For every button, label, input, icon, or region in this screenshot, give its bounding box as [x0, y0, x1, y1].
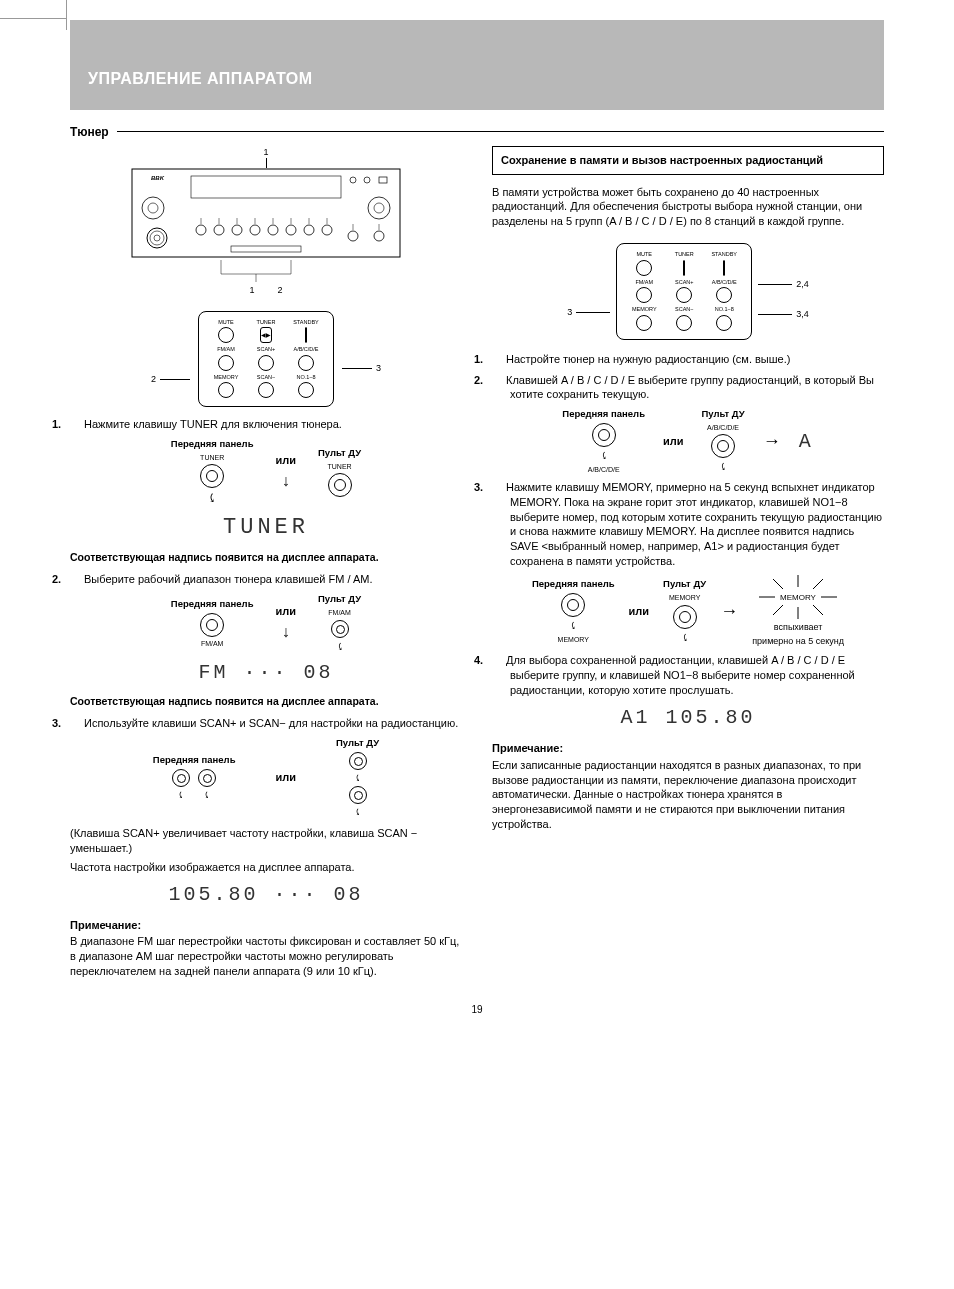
flash-indicator: MEMORY вспыхивает примерно на 5 секунд — [752, 575, 844, 647]
rcallout-rb: 3,4 — [796, 308, 809, 320]
svg-line-40 — [813, 579, 823, 589]
right-step4: 4.Для выбора сохраненной радиостанции, к… — [510, 653, 884, 698]
sub-section-title: Сохранение в памяти и вызов настроенных … — [492, 146, 884, 175]
fig3-row: Передняя панель ⤹ ⤹ или Пульт ДУ ⤹ ⤹ — [70, 737, 462, 818]
right-step1: 1.Настройте тюнер на нужную радиостанцию… — [510, 352, 884, 367]
svg-rect-2 — [191, 176, 341, 198]
section-head: Тюнер — [70, 124, 884, 140]
callout-line — [266, 158, 267, 168]
fmam-knob-icon — [200, 613, 224, 637]
scan-minus-icon — [172, 769, 190, 787]
left-column: 1 BBK — [70, 146, 462, 979]
remote-diagram-left: MUTE TUNER◀▶ STANDBY FM/AM SCAN+ A/B/C/D… — [198, 311, 334, 408]
svg-line-38 — [773, 579, 783, 589]
front-panel-figure: 1 BBK — [126, 146, 406, 297]
two-columns: 1 BBK — [70, 146, 884, 979]
tuner-knob-icon — [200, 464, 224, 488]
caption2: Соответствующая надпись появится на дисп… — [70, 694, 462, 708]
right-step2: 2.Клавишей A / B / C / D / E выберите гр… — [510, 373, 884, 403]
left-step3: 3.Используйте клавиши SCAN+ и SCAN− для … — [88, 716, 462, 731]
right-remote-figure: 3 MUTE TUNER STANDBY FM/AM SCAN+ A/B/C/D… — [538, 243, 838, 340]
remote-diagram-right: MUTE TUNER STANDBY FM/AM SCAN+ A/B/C/D/E… — [616, 243, 752, 340]
scan-plus-icon — [198, 769, 216, 787]
rcallout-l: 3 — [567, 306, 572, 318]
crop-mark-v — [66, 0, 86, 30]
left-note-title: Примечание: — [70, 918, 462, 933]
header-band: УПРАВЛЕНИЕ АППАРАТОМ — [70, 20, 884, 110]
right-note-title: Примечание: — [492, 741, 884, 756]
display-tuner: TUNER — [70, 513, 462, 543]
display-freq: 105.80 ··· 08 — [70, 881, 462, 908]
header-title: УПРАВЛЕНИЕ АППАРАТОМ — [88, 68, 866, 90]
section-rule — [117, 131, 884, 132]
fig2-row: Передняя панель FM/AM или ↓ Пульт ДУ FM/… — [70, 593, 462, 653]
group-remote-icon — [711, 434, 735, 458]
page-number: 19 — [70, 1003, 884, 1017]
group-knob-icon — [592, 423, 616, 447]
tuner-remote-icon — [328, 473, 352, 497]
right-column: Сохранение в памяти и вызов настроенных … — [492, 146, 884, 979]
rcallout-rt: 2,4 — [796, 278, 809, 290]
callout-r1: 3 — [376, 362, 381, 374]
svg-text:BBK: BBK — [151, 175, 165, 181]
display-fm: FM ··· 08 — [70, 659, 462, 686]
rfig2-row: Передняя панель ⤹ A/B/C/D/E или Пульт ДУ… — [492, 408, 884, 474]
left-step2: 2.Выберите рабочий диапазон тюнера клави… — [88, 572, 462, 587]
callout-top: 1 — [126, 146, 406, 158]
memory-knob-icon — [561, 593, 585, 617]
left-note-body: В диапазоне FM шаг перестройки частоты ф… — [70, 934, 462, 979]
front-panel-svg: BBK — [131, 168, 401, 258]
right-step3: 3.Нажмите клавишу MEMORY, примерно на 5 … — [510, 480, 884, 569]
right-intro: В памяти устройства может быть сохранено… — [492, 185, 884, 230]
crop-mark-h — [0, 18, 66, 19]
display-a1: A1 105.80 — [492, 704, 884, 731]
scan-remote-minus-icon — [349, 786, 367, 804]
rfig3-row: Передняя панель ⤹ MEMORY или Пульт ДУ ME… — [492, 575, 884, 647]
display-a: A — [799, 428, 814, 455]
svg-line-43 — [773, 605, 783, 615]
left-step1: 1.Нажмите клавишу TUNER для включения тю… — [88, 417, 462, 432]
callout-b2: 2 — [278, 285, 283, 295]
scan-remote-plus-icon — [349, 752, 367, 770]
flash-label: MEMORY — [780, 593, 817, 602]
callout-b1: 1 — [249, 285, 254, 295]
svg-line-45 — [813, 605, 823, 615]
memory-remote-icon — [673, 605, 697, 629]
callout-l1: 2 — [151, 373, 156, 385]
caption1: Соответствующая надпись появится на дисп… — [70, 550, 462, 564]
step3-note2: Частота настройки изображается на диспле… — [70, 860, 462, 875]
step3-paren: (Клавиша SCAN+ увеличивает частоту настр… — [70, 826, 462, 856]
section-title: Тюнер — [70, 124, 109, 140]
left-remote-figure: 2 MUTE TUNER◀▶ STANDBY FM/AM SCAN+ A/B/C… — [146, 311, 386, 408]
fig1-row: Передняя панель TUNER ⤹ или ↓ Пульт ДУ T… — [70, 438, 462, 506]
right-note-body: Если записанные радиостанции находятся в… — [492, 758, 884, 832]
fmam-remote-icon — [331, 620, 349, 638]
